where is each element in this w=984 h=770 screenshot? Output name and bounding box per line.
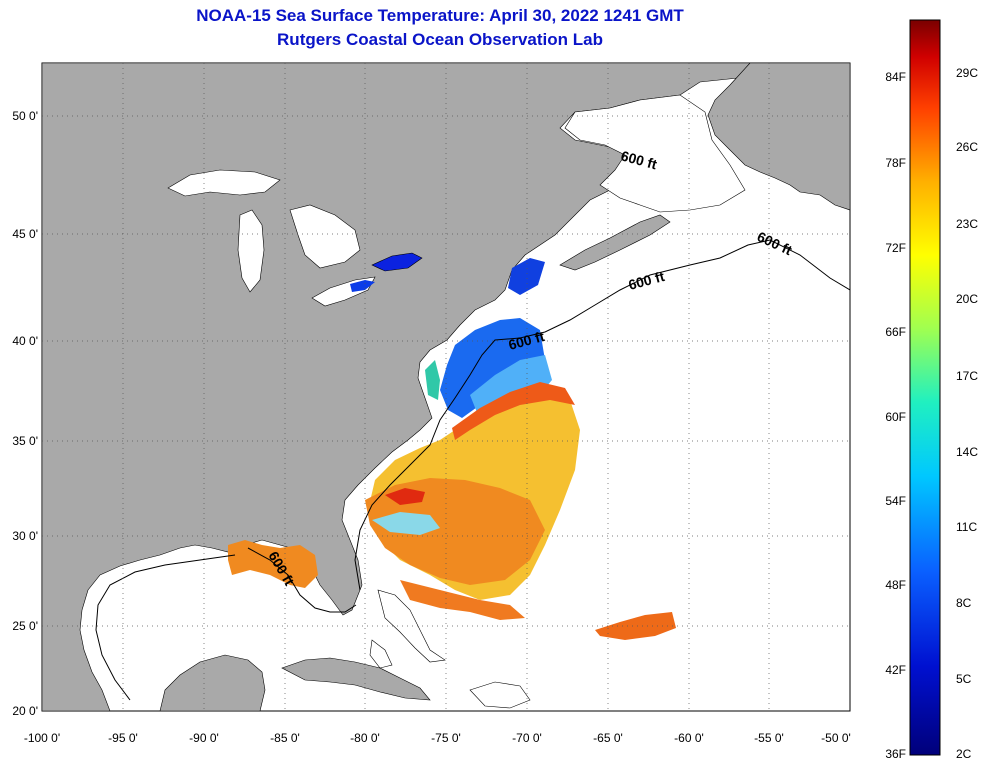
colorbar-label-c: 5C xyxy=(956,672,972,686)
colorbar-label-c: 11C xyxy=(956,520,978,534)
lake-ontario xyxy=(371,252,423,272)
colorbar-label-c: 23C xyxy=(956,217,979,231)
colorbar-label-c: 8C xyxy=(956,596,972,610)
colorbar-label-f: 66F xyxy=(885,325,906,339)
sst-cape-cool xyxy=(425,360,440,400)
lon-tick-label: -65 0' xyxy=(593,731,623,745)
colorbar-label-f: 36F xyxy=(885,747,906,761)
sst-east-patch xyxy=(595,612,676,640)
colorbar-label-f: 60F xyxy=(885,410,906,424)
colorbar-gradient xyxy=(909,19,941,756)
depth-contour-gulf xyxy=(247,547,357,613)
lat-tick-label: 30 0' xyxy=(12,529,38,543)
colorbar-label-c: 14C xyxy=(956,445,979,459)
depth-contour-gulf-west xyxy=(95,554,236,701)
colorbar-label-c: 29C xyxy=(956,66,979,80)
graticule xyxy=(42,63,850,711)
lon-tick-label: -75 0' xyxy=(431,731,461,745)
map-subtitle: Rutgers Coastal Ocean Observation Lab xyxy=(277,30,603,49)
lon-tick-label: -90 0' xyxy=(189,731,219,745)
sst-hot-spot xyxy=(385,488,425,505)
colorbar-label-f: 42F xyxy=(885,663,906,677)
newfoundland-land xyxy=(707,63,850,211)
colorbar-label-f: 54F xyxy=(885,494,906,508)
colorbar-label-f: 84F xyxy=(885,70,906,84)
sst-gulf-mexico xyxy=(228,540,318,588)
lon-tick-label: -95 0' xyxy=(108,731,138,745)
lon-tick-label: -55 0' xyxy=(754,731,784,745)
lat-tick-label: 40 0' xyxy=(12,334,38,348)
cuba-land xyxy=(281,657,431,701)
lon-tick-label: -80 0' xyxy=(350,731,380,745)
lake-erie-east-sst xyxy=(350,280,375,292)
colorbar-label-c: 26C xyxy=(956,140,979,154)
sst-southeast xyxy=(400,580,525,620)
depth-contour-600ft xyxy=(354,239,850,591)
lon-tick-label: -85 0' xyxy=(270,731,300,745)
lat-tick-label: 35 0' xyxy=(12,434,38,448)
colorbar-label-f: 78F xyxy=(885,156,906,170)
lon-tick-label: -100 0' xyxy=(24,731,60,745)
colorbar-label-c: 20C xyxy=(956,292,979,306)
lake-superior xyxy=(167,169,281,197)
colorbar-label-f: 48F xyxy=(885,578,906,592)
lat-tick-label: 25 0' xyxy=(12,619,38,633)
colorbar-label-c: 17C xyxy=(956,369,979,383)
sst-gulf-stream xyxy=(452,382,575,440)
lon-tick-label: -70 0' xyxy=(512,731,542,745)
longitude-ticks: -100 0' -95 0' -90 0' -85 0' -80 0' -75 … xyxy=(24,731,851,745)
sst-gulf-maine xyxy=(508,258,545,295)
lon-tick-label: -60 0' xyxy=(674,731,704,745)
lat-tick-label: 50 0' xyxy=(12,109,38,123)
bahamas-banks-2 xyxy=(369,639,393,669)
hispaniola-land xyxy=(469,681,531,709)
yucatan-land xyxy=(159,654,266,711)
sst-cool-eddy xyxy=(372,512,440,535)
nova-scotia-land xyxy=(559,214,671,271)
bahamas-banks xyxy=(377,589,446,663)
colorbar-label-f: 72F xyxy=(885,241,906,255)
lon-tick-label: -50 0' xyxy=(821,731,851,745)
sst-orange-belt xyxy=(365,478,545,585)
lat-tick-label: 20 0' xyxy=(12,704,38,718)
lake-huron xyxy=(289,204,361,269)
sst-cold-shelf xyxy=(440,318,545,418)
lake-michigan xyxy=(237,209,265,293)
lat-tick-label: 45 0' xyxy=(12,227,38,241)
st-lawrence-gulf xyxy=(564,94,746,213)
map-title: NOAA-15 Sea Surface Temperature: April 3… xyxy=(196,6,684,25)
latitude-ticks: 50 0' 45 0' 40 0' 35 0' 30 0' 25 0' 20 0… xyxy=(12,109,38,718)
colorbar-label-c: 2C xyxy=(956,747,972,761)
